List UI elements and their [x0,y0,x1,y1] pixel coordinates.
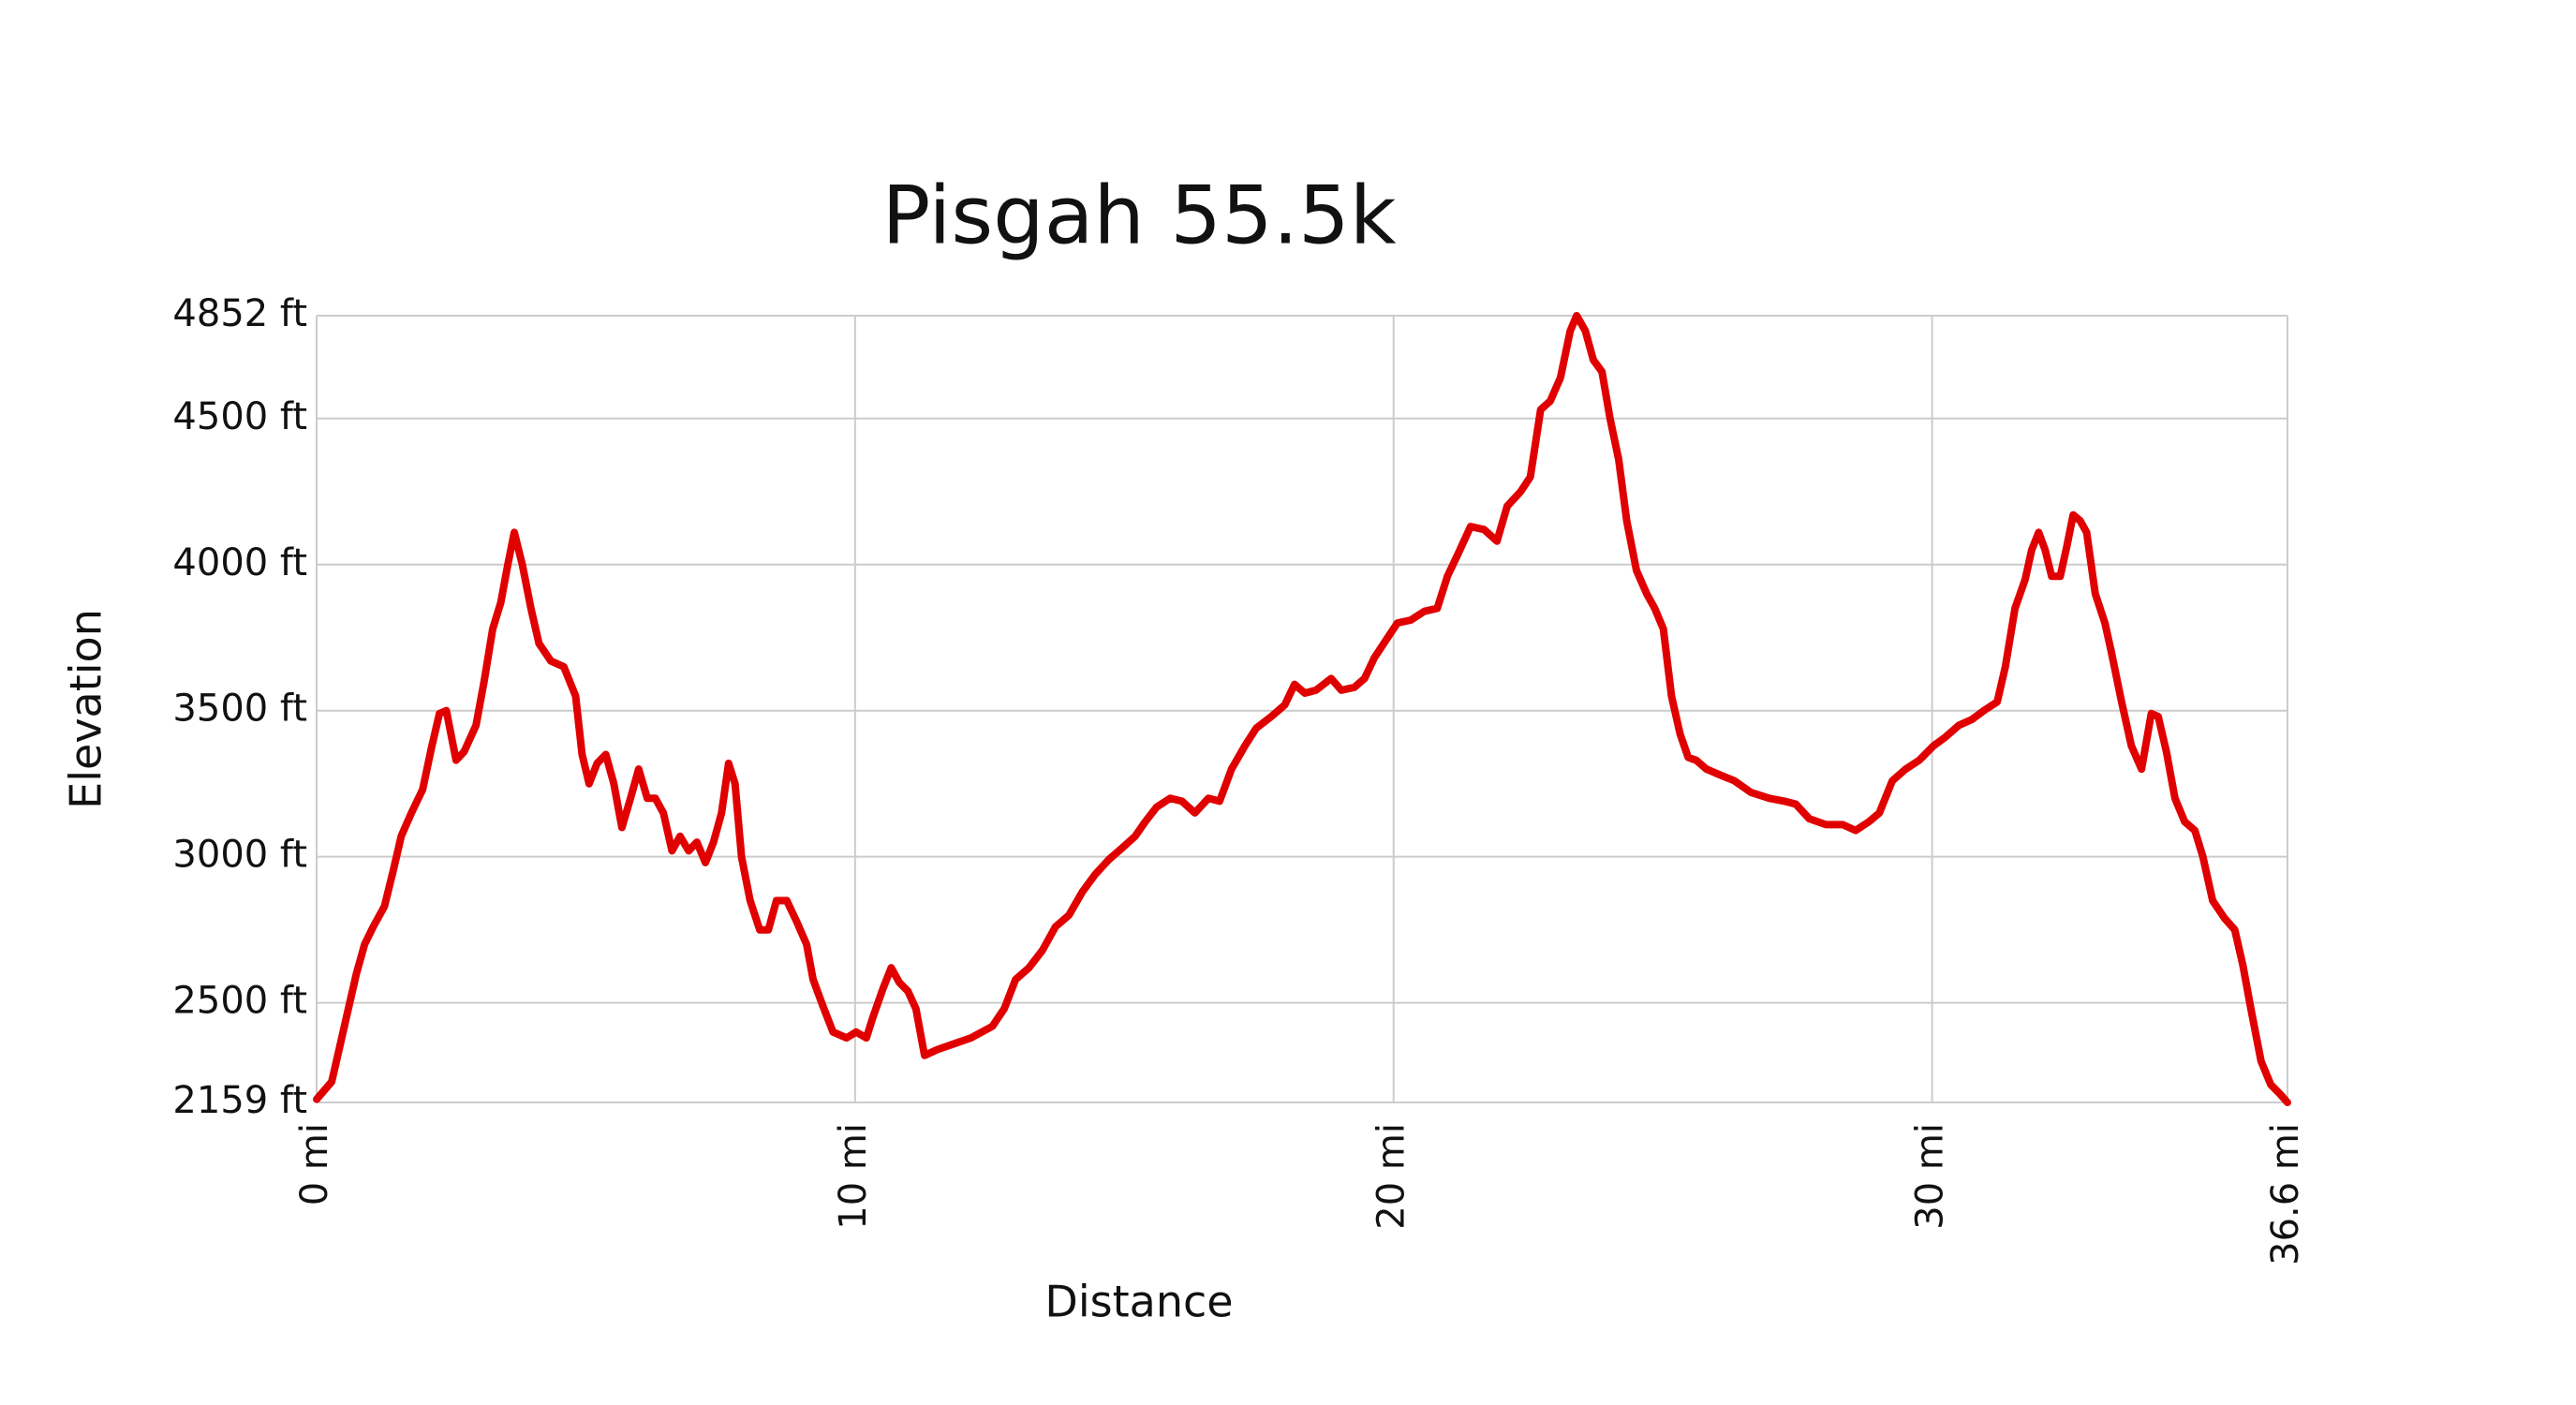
y-tick-label: 2159 ft [172,1079,307,1122]
y-axis-label: Elevation [61,609,111,809]
x-tick-label: 10 mi [832,1123,875,1230]
y-tick-label: 4500 ft [172,395,307,438]
y-tick-label: 2500 ft [172,980,307,1023]
y-tick-label: 3000 ft [172,834,307,877]
y-tick-label: 3500 ft [172,688,307,731]
x-tick-label: 20 mi [1370,1123,1414,1230]
x-tick-label: 30 mi [1909,1123,1952,1230]
x-axis-label: Distance [1044,1277,1233,1327]
elevation-line [313,312,2291,1106]
x-tick-label: 0 mi [293,1123,336,1205]
y-tick-label: 4852 ft [172,292,307,335]
x-tick-label: 36.6 mi [2264,1123,2307,1265]
y-tick-label: 4000 ft [172,541,307,584]
chart-title: Pisgah 55.5k [881,169,1396,262]
